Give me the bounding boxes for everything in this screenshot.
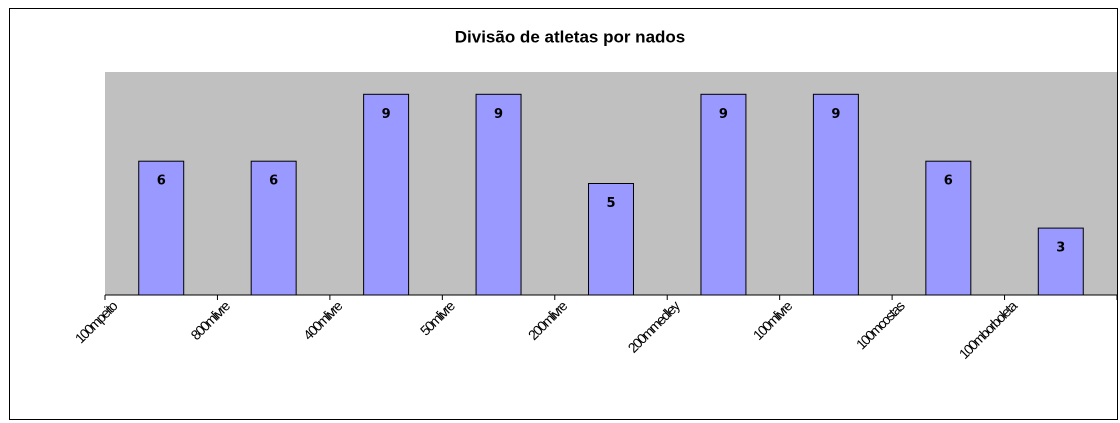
data-label: 9 [382,107,391,122]
bar [925,160,972,296]
data-label: 3 [1056,241,1065,256]
chart-title: Divisão de atletas por nados [455,27,686,46]
data-label: 9 [494,107,503,122]
bar [1037,227,1084,296]
bar [588,183,634,296]
data-label: 9 [719,107,728,122]
bar [812,93,859,296]
bar [363,93,410,296]
bar [475,93,522,296]
data-label: 6 [157,174,166,189]
bar [700,93,747,296]
data-label: 6 [944,174,953,189]
bar [250,160,297,296]
data-label: 9 [831,107,840,122]
data-label: 5 [606,196,615,211]
bar [138,160,185,296]
data-label: 6 [269,174,278,189]
